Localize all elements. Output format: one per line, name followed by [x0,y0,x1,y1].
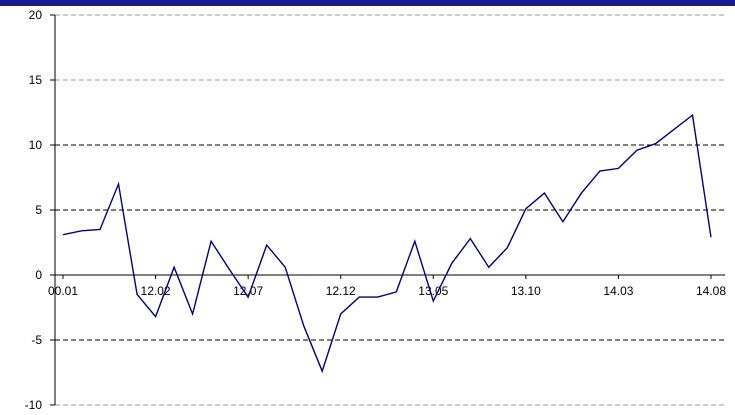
data-point [210,240,212,242]
y-tick-label: -10 [25,398,43,412]
x-tick-label: 14.08 [696,284,726,298]
data-point [673,128,675,130]
data-point [62,234,64,236]
data-point [340,313,342,315]
data-point [358,296,360,298]
data-point [488,266,490,268]
data-point [265,244,267,246]
series-line [62,113,712,374]
data-point [395,291,397,293]
data-point [80,230,82,232]
top-title-bar [0,0,735,6]
data-point [173,266,175,268]
x-tick-label: 12.12 [326,284,356,298]
data-point [525,208,527,210]
data-point [654,143,656,145]
y-tick-label: -5 [31,333,42,347]
data-point [691,114,693,116]
y-tick-label: 15 [29,73,43,87]
x-tick-label: 14.03 [603,284,633,298]
data-point [469,237,471,239]
data-point [377,296,379,298]
data-point [543,192,545,194]
data-point [432,300,434,302]
x-tick-label: 00.01 [48,284,78,298]
data-point [414,240,416,242]
data-point [636,149,638,151]
data-point [191,313,193,315]
x-tick-label: 13.10 [511,284,541,298]
data-point [117,183,119,185]
series-points [62,114,712,373]
y-tick-label: 0 [35,268,42,282]
data-point [284,266,286,268]
data-point [99,228,101,230]
data-point [599,170,601,172]
data-point [506,247,508,249]
data-point [154,315,156,317]
x-tick-labels: 00.01 12.02 12.07 12.12 13.05 13.10 14.03 14.08 [48,275,726,298]
data-point [247,296,249,298]
data-point [302,325,304,327]
data-point [136,293,138,295]
y-tick-label: 5 [35,203,42,217]
chart-gridlines [55,14,725,406]
data-point [562,221,564,223]
data-point [580,192,582,194]
x-tick-label: 12.07 [233,284,263,298]
x-tick-label: 13.05 [418,284,448,298]
data-point [321,370,323,372]
data-point [451,262,453,264]
data-point [228,269,230,271]
data-point [617,167,619,169]
data-point [710,236,712,238]
y-tick-label: 10 [29,138,43,152]
y-tick-labels: 20 15 10 5 0 -5 -10 [25,8,55,412]
y-tick-label: 20 [29,8,43,22]
